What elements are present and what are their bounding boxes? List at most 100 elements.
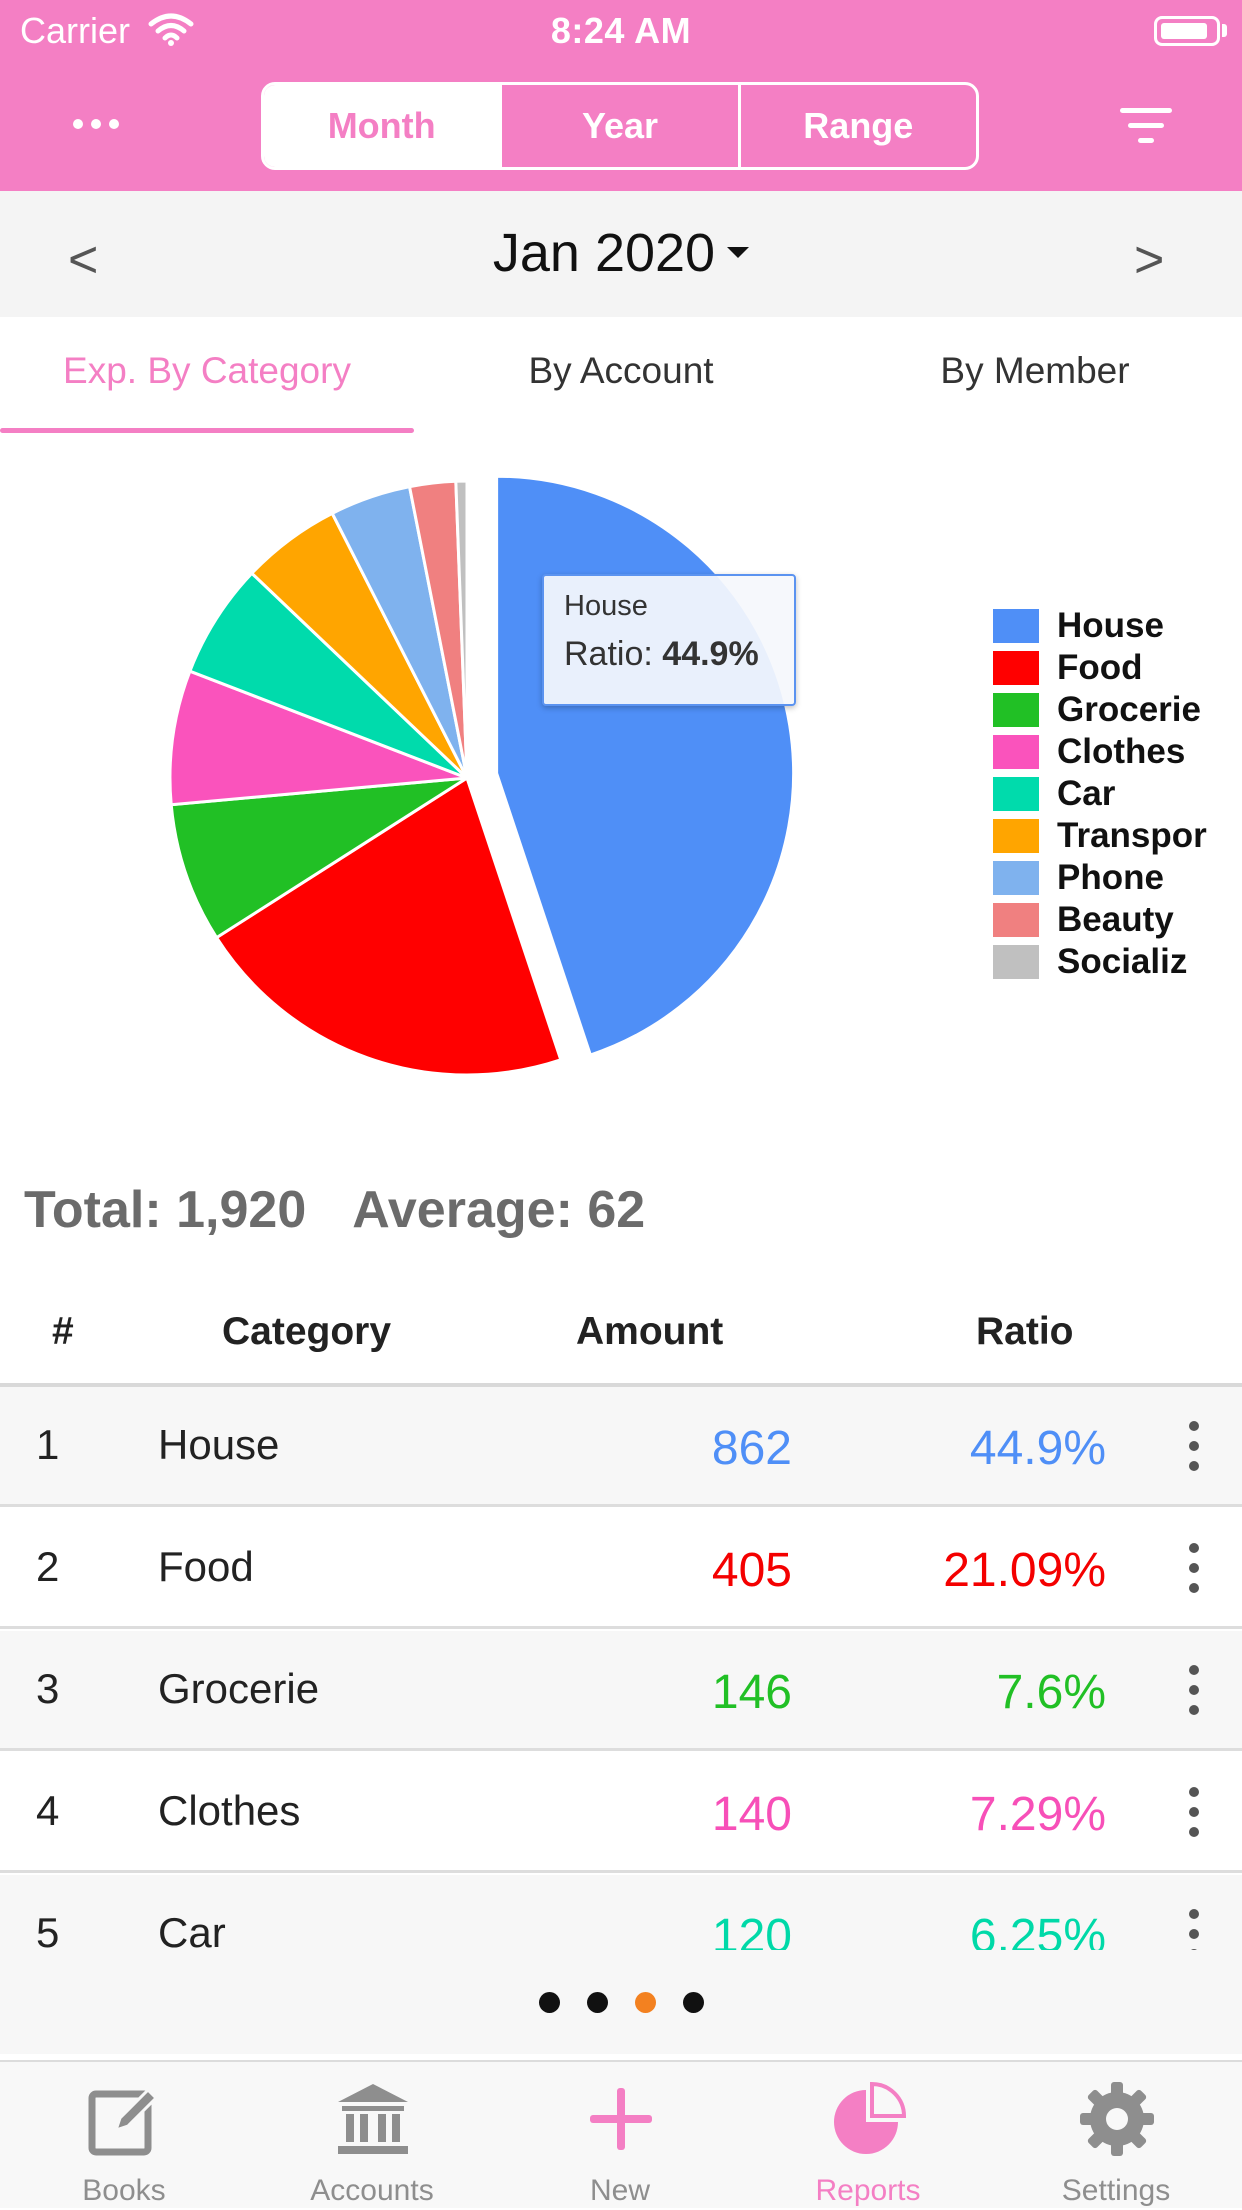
row-number: 2 bbox=[36, 1543, 60, 1590]
segment-range[interactable]: Range bbox=[737, 85, 976, 167]
tab-by-member[interactable]: By Member bbox=[940, 350, 1130, 391]
tab-reports[interactable]: Reports bbox=[744, 2062, 992, 2210]
legend-item[interactable]: Socializ bbox=[993, 941, 1233, 983]
row-category: Food bbox=[158, 1543, 254, 1590]
row-ratio: 7.6% bbox=[996, 1666, 1106, 1719]
row-category: Grocerie bbox=[158, 1665, 320, 1712]
legend-swatch bbox=[993, 777, 1039, 811]
page-dot[interactable] bbox=[682, 1991, 704, 2013]
legend-item[interactable]: Clothes bbox=[993, 731, 1233, 773]
row-category: Car bbox=[158, 1909, 226, 1950]
month-bar bbox=[0, 191, 1242, 317]
active-tab-indicator bbox=[0, 428, 414, 433]
column-header-number: # bbox=[52, 1310, 74, 1353]
total-value: 1,920 bbox=[176, 1181, 307, 1239]
row-amount: 146 bbox=[711, 1666, 792, 1719]
month-label: Jan 2020 bbox=[492, 223, 716, 283]
average-label: Average: bbox=[352, 1181, 573, 1239]
tab-books[interactable]: Books bbox=[0, 2062, 248, 2210]
tooltip-ratio-value: 44.9% bbox=[662, 635, 759, 673]
legend-swatch bbox=[993, 945, 1039, 979]
legend-label: Car bbox=[1057, 774, 1116, 813]
page-dot[interactable] bbox=[634, 1991, 656, 2013]
legend-label: Grocerie bbox=[1057, 690, 1201, 729]
summary-line: Total: 1,920 Average: 62 bbox=[24, 1180, 645, 1240]
table-row[interactable]: 2 Food 405 21.09% bbox=[0, 1509, 1242, 1629]
table-row[interactable]: 1 House 862 44.9% bbox=[0, 1387, 1242, 1507]
legend-item[interactable]: Beauty bbox=[993, 899, 1233, 941]
pie-slice-grocerie[interactable] bbox=[169, 776, 468, 940]
legend-item[interactable]: Grocerie bbox=[993, 689, 1233, 731]
page-indicator[interactable] bbox=[0, 1950, 1242, 2054]
nav-header bbox=[0, 0, 1242, 191]
column-header-ratio[interactable]: Ratio bbox=[976, 1310, 1074, 1353]
pie-slice-house[interactable] bbox=[495, 474, 796, 1057]
row-ratio: 6.25% bbox=[969, 1910, 1106, 1950]
column-header-category[interactable]: Category bbox=[222, 1310, 392, 1353]
row-more-icon[interactable] bbox=[1184, 1543, 1204, 1593]
segment-month[interactable]: Month bbox=[264, 85, 500, 167]
page-dot[interactable] bbox=[586, 1991, 608, 2013]
row-ratio: 21.09% bbox=[943, 1544, 1106, 1597]
legend-swatch bbox=[993, 735, 1039, 769]
row-category: House bbox=[158, 1421, 280, 1468]
legend-item[interactable]: Phone bbox=[993, 857, 1233, 899]
legend-swatch bbox=[993, 819, 1039, 853]
legend-item[interactable]: Car bbox=[993, 773, 1233, 815]
row-amount: 120 bbox=[711, 1910, 792, 1950]
legend-label: Food bbox=[1057, 648, 1143, 687]
tab-accounts[interactable]: Accounts bbox=[248, 2062, 496, 2210]
legend-item[interactable]: House bbox=[993, 605, 1233, 647]
page-dot[interactable] bbox=[538, 1991, 560, 2013]
next-month-button[interactable]: > bbox=[1134, 231, 1165, 289]
legend-item[interactable]: Food bbox=[993, 647, 1233, 689]
legend-item[interactable]: Transpor bbox=[993, 815, 1233, 857]
filter-icon[interactable] bbox=[1114, 104, 1178, 148]
row-category: Clothes bbox=[158, 1787, 301, 1834]
period-segmented-control: Month Year Range bbox=[261, 82, 979, 170]
row-more-icon[interactable] bbox=[1184, 1909, 1204, 1950]
row-number: 3 bbox=[36, 1665, 60, 1712]
chart-tooltip: House Ratio: 44.9% bbox=[542, 574, 796, 706]
tooltip-title: House bbox=[564, 590, 648, 622]
pie-slice-clothes[interactable] bbox=[168, 669, 468, 807]
tooltip-ratio: Ratio: 44.9% bbox=[564, 635, 794, 674]
legend-swatch bbox=[993, 609, 1039, 643]
row-more-icon[interactable] bbox=[1184, 1665, 1204, 1715]
tooltip-ratio-label: Ratio: bbox=[564, 635, 653, 673]
legend-label: Socializ bbox=[1057, 942, 1188, 981]
tab-new[interactable]: New bbox=[496, 2062, 744, 2210]
table-row[interactable]: 3 Grocerie 146 7.6% bbox=[0, 1631, 1242, 1751]
battery-icon bbox=[1154, 16, 1220, 46]
legend-label: Phone bbox=[1057, 858, 1164, 897]
row-more-icon[interactable] bbox=[1184, 1787, 1204, 1837]
average-value: 62 bbox=[587, 1181, 646, 1239]
column-header-amount[interactable]: Amount bbox=[576, 1310, 724, 1353]
edit-icon bbox=[88, 2087, 159, 2156]
pie-chart-icon bbox=[834, 2081, 907, 2154]
segment-year[interactable]: Year bbox=[499, 85, 737, 167]
tab-label: Reports bbox=[815, 2174, 921, 2207]
tab-label: New bbox=[589, 2174, 650, 2207]
pie-slice-food[interactable] bbox=[214, 775, 563, 1077]
table-row[interactable]: 4 Clothes 140 7.29% bbox=[0, 1753, 1242, 1873]
tab-by-account[interactable]: By Account bbox=[528, 350, 714, 391]
tab-settings[interactable]: Settings bbox=[992, 2062, 1240, 2210]
header-divider bbox=[0, 1383, 1242, 1387]
more-button[interactable] bbox=[60, 104, 132, 144]
previous-month-button[interactable]: < bbox=[68, 231, 99, 289]
row-more-icon[interactable] bbox=[1184, 1421, 1204, 1471]
row-amount: 140 bbox=[711, 1788, 792, 1841]
month-selector[interactable]: Jan 2020 bbox=[0, 222, 1242, 284]
legend-label: House bbox=[1057, 606, 1164, 645]
plus-icon bbox=[590, 2088, 652, 2150]
category-table: 1 House 862 44.9% 2 Food 405 21.09% 3 Grocerie 146… bbox=[0, 1387, 1242, 1950]
legend-label: Clothes bbox=[1057, 732, 1186, 771]
row-amount: 862 bbox=[711, 1422, 792, 1475]
tab-expense-by-category[interactable]: Exp. By Category bbox=[63, 350, 351, 391]
pie-slice-car[interactable] bbox=[187, 571, 469, 780]
pie-slice-socializ[interactable] bbox=[454, 479, 469, 779]
total-label: Total: bbox=[24, 1181, 162, 1239]
table-row[interactable]: 5 Car 120 6.25% bbox=[0, 1875, 1242, 1950]
legend-swatch bbox=[993, 651, 1039, 685]
